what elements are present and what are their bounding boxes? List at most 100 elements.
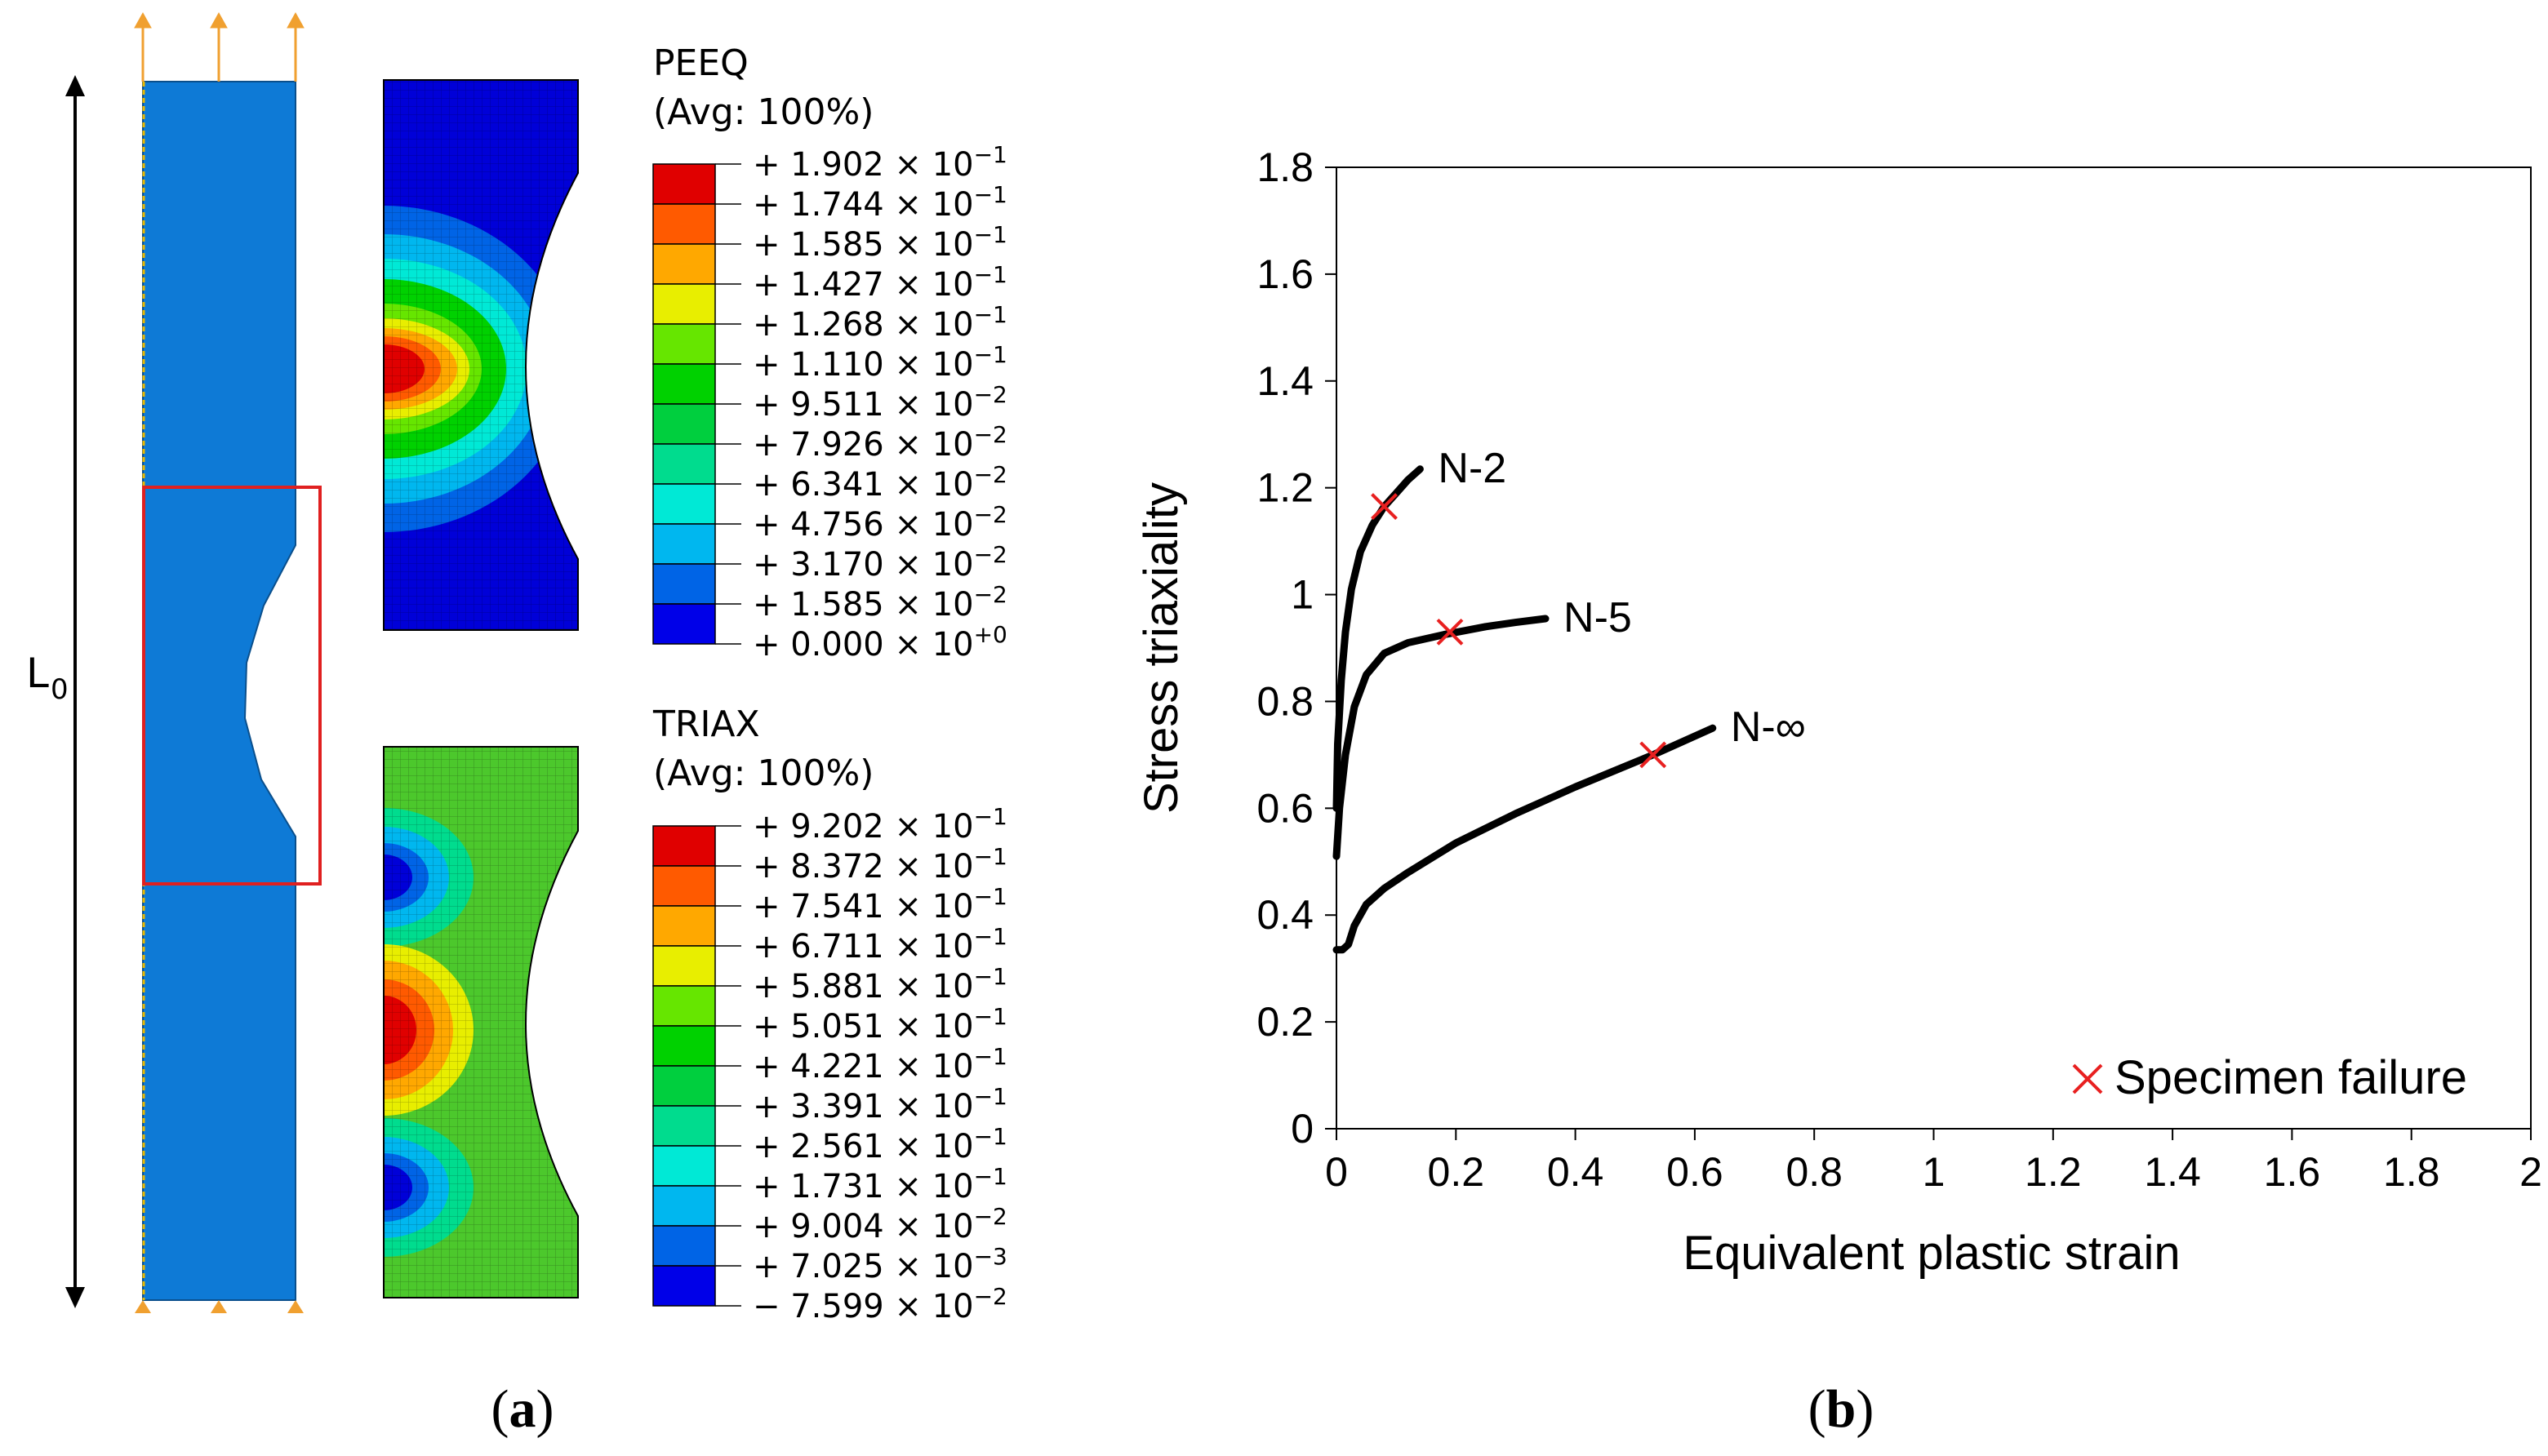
panel-a-caption: (a) [491,1379,554,1439]
triax-legend-value: + 5.051 × 10−1 [753,1003,1007,1045]
y-tick-label: 1.4 [1256,358,1314,404]
peeq-legend-value: + 1.427 × 10−1 [753,261,1007,304]
triax-legend-value: + 2.561 × 10−1 [753,1123,1007,1165]
triax-legend-value: + 4.221 × 10−1 [753,1043,1007,1085]
x-tick-label: 1.2 [2025,1149,2082,1195]
legend-label: Specimen failure [2114,1051,2467,1104]
panel-b-caption: (b) [1808,1379,1874,1439]
peeq-contour-plot [384,80,578,630]
x-tick-label: 0.6 [1666,1149,1723,1195]
series-label-N-5: N-5 [1563,594,1632,641]
triax-legend-value: + 7.025 × 10−3 [753,1243,1007,1285]
triax-legend-value: + 5.881 × 10−1 [753,963,1007,1005]
peeq-legend-value: + 7.926 × 10−2 [753,421,1007,464]
triax-legend-value: + 3.391 × 10−1 [753,1083,1007,1125]
y-axis-ticks: 0 0.2 0.4 0.6 0.8 1 1.2 1.4 1.6 1.8 [1256,144,1336,1152]
chart-legend: Specimen failure [2072,1051,2467,1104]
triax-legend-value: + 6.711 × 10−1 [753,923,1007,965]
peeq-legend-swatch [652,523,716,565]
series-line-N-2 [1332,465,1424,812]
triax-legend-swatch [652,1065,716,1107]
triax-legend-swatch [652,1225,716,1267]
specimen-model [142,81,322,1301]
x-tick-label: 0.4 [1547,1149,1604,1195]
failure-marker [1436,618,1464,646]
x-tick-label: 0.2 [1428,1149,1485,1195]
peeq-title: PEEQ [653,42,749,84]
peeq-legend-value: + 1.268 × 10−1 [753,301,1007,344]
peeq-legend-swatch [652,403,716,445]
peeq-legend-value: + 1.744 × 10−1 [753,181,1007,224]
x-tick-label: 0 [1325,1149,1348,1195]
y-axis-label: Stress triaxiality [1135,482,1188,814]
plot-area [1336,166,2532,1130]
triax-legend-swatch [652,1185,716,1227]
load-arrows [134,11,305,82]
panel-a-letter: a [509,1379,536,1439]
failure-marker [1371,493,1398,520]
y-tick-label: 1 [1291,572,1314,618]
peeq-legend-swatch [652,563,716,605]
peeq-legend-swatch [652,243,716,285]
triax-legend-value: + 9.202 × 10−1 [753,803,1007,846]
y-tick-label: 0.6 [1256,785,1314,831]
y-tick-label: 0.4 [1256,892,1314,938]
peeq-legend-value: + 6.341 × 10−2 [753,461,1007,504]
peeq-legend-swatch [652,603,716,645]
peeq-legend-value: + 1.585 × 10−1 [753,221,1007,264]
y-tick-label: 1.8 [1256,144,1314,190]
triax-subtitle: (Avg: 100%) [653,752,874,794]
triax-legend-swatch [652,1145,716,1187]
peeq-legend-value: + 1.585 × 10−2 [753,581,1007,624]
peeq-legend-value: + 4.756 × 10−2 [753,501,1007,544]
series-labels: N-2 N-5 N-∞ [1438,445,1805,751]
peeq-legend-swatch [652,283,716,325]
triax-title: TRIAX [652,704,760,745]
legend-triax: TRIAX (Avg: 100%) + 9.202 × 10−1+ 8.372 … [652,704,1007,1325]
failure-markers [1371,493,1667,769]
triax-legend-value: + 9.004 × 10−2 [753,1203,1007,1245]
series-label-N-2: N-2 [1438,445,1506,492]
y-tick-label: 0 [1291,1106,1314,1152]
triax-legend-swatch [652,985,716,1027]
triax-legend-value: + 7.541 × 10−1 [753,883,1007,926]
peeq-legend-swatch [652,443,716,485]
peeq-subtitle: (Avg: 100%) [653,91,874,133]
peeq-legend-value: + 1.902 × 10−1 [753,141,1007,184]
peeq-legend-value: + 3.170 × 10−2 [753,541,1007,584]
series-label-N-∞: N-∞ [1731,704,1806,751]
x-axis-ticks: 0 0.2 0.4 0.6 0.8 1 1.2 1.4 1.6 1.8 2 [1325,1129,2542,1195]
series-line-N-5 [1332,615,1550,860]
boundary-conditions [135,1300,304,1313]
peeq-legend-swatch [652,363,716,405]
series-line-N-∞ [1332,724,1717,954]
y-tick-label: 1.6 [1256,251,1314,297]
panel-a: L 0 [26,11,1007,1439]
legend-failure-marker [2072,1063,2103,1094]
length-subscript: 0 [51,673,69,706]
x-tick-label: 1.4 [2144,1149,2201,1195]
peeq-legend-value: + 1.110 × 10−1 [753,341,1007,384]
triax-legend-swatch [652,945,716,987]
triax-legend-swatch [652,865,716,907]
length-dimension: L 0 [26,75,85,1308]
triax-legend-swatch [652,1025,716,1067]
triax-legend-swatch [652,1265,716,1307]
triax-legend-value: + 1.731 × 10−1 [753,1163,1007,1205]
peeq-legend-value: + 0.000 × 10+0 [753,621,1007,664]
x-tick-label: 1 [1923,1149,1945,1195]
panel-b-letter: b [1826,1379,1857,1439]
chart-panel-b: 0 0.2 0.4 0.6 0.8 1 1.2 1.4 1.6 1.8 2 0 0.2 0.4 0.6 0.… [1135,144,2542,1439]
y-tick-label: 0.8 [1256,678,1314,724]
triax-contour-plot [384,747,578,1298]
triax-legend-value: + 8.372 × 10−1 [753,843,1007,886]
legend-peeq: PEEQ (Avg: 100%) + 1.902 × 10−1+ 1.744 ×… [652,42,1007,664]
x-tick-label: 0.8 [1785,1149,1843,1195]
series-group [1332,465,1717,954]
triax-legend-swatch [652,905,716,947]
triax-legend-value: − 7.599 × 10−2 [753,1283,1007,1325]
x-tick-label: 2 [2519,1149,2542,1195]
notch-highlight-box [142,486,322,886]
y-tick-label: 1.2 [1256,465,1314,511]
